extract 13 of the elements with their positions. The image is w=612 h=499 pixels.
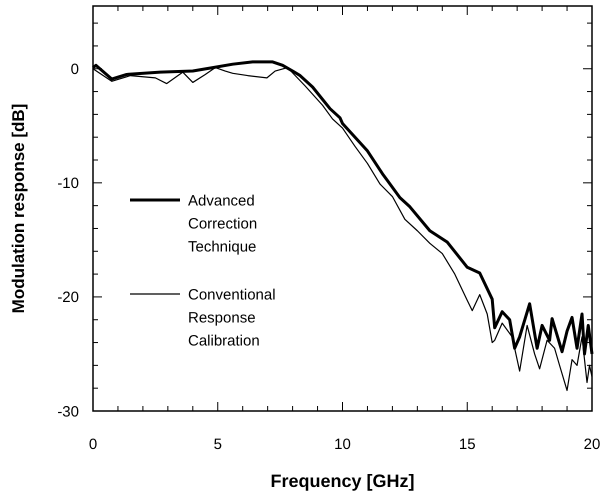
x-tick-label: 15 <box>458 436 476 453</box>
x-tick-label: 0 <box>88 436 98 453</box>
x-tick-label: 10 <box>334 436 351 453</box>
y-tick-label: -20 <box>57 289 79 306</box>
y-tick-label: 0 <box>70 60 79 78</box>
legend-label: Conventional Response Calibration <box>188 286 276 350</box>
y-axis-title: Modulation response [dB] <box>9 104 28 314</box>
x-axis-title: Frequency [GHz] <box>270 471 415 491</box>
y-tick-label: -10 <box>57 175 79 192</box>
y-tick-label: -30 <box>57 403 79 420</box>
legend-label: Advanced Correction Technique <box>188 192 258 256</box>
x-tick-label: 5 <box>214 436 222 453</box>
x-tick-label: 20 <box>584 436 600 453</box>
